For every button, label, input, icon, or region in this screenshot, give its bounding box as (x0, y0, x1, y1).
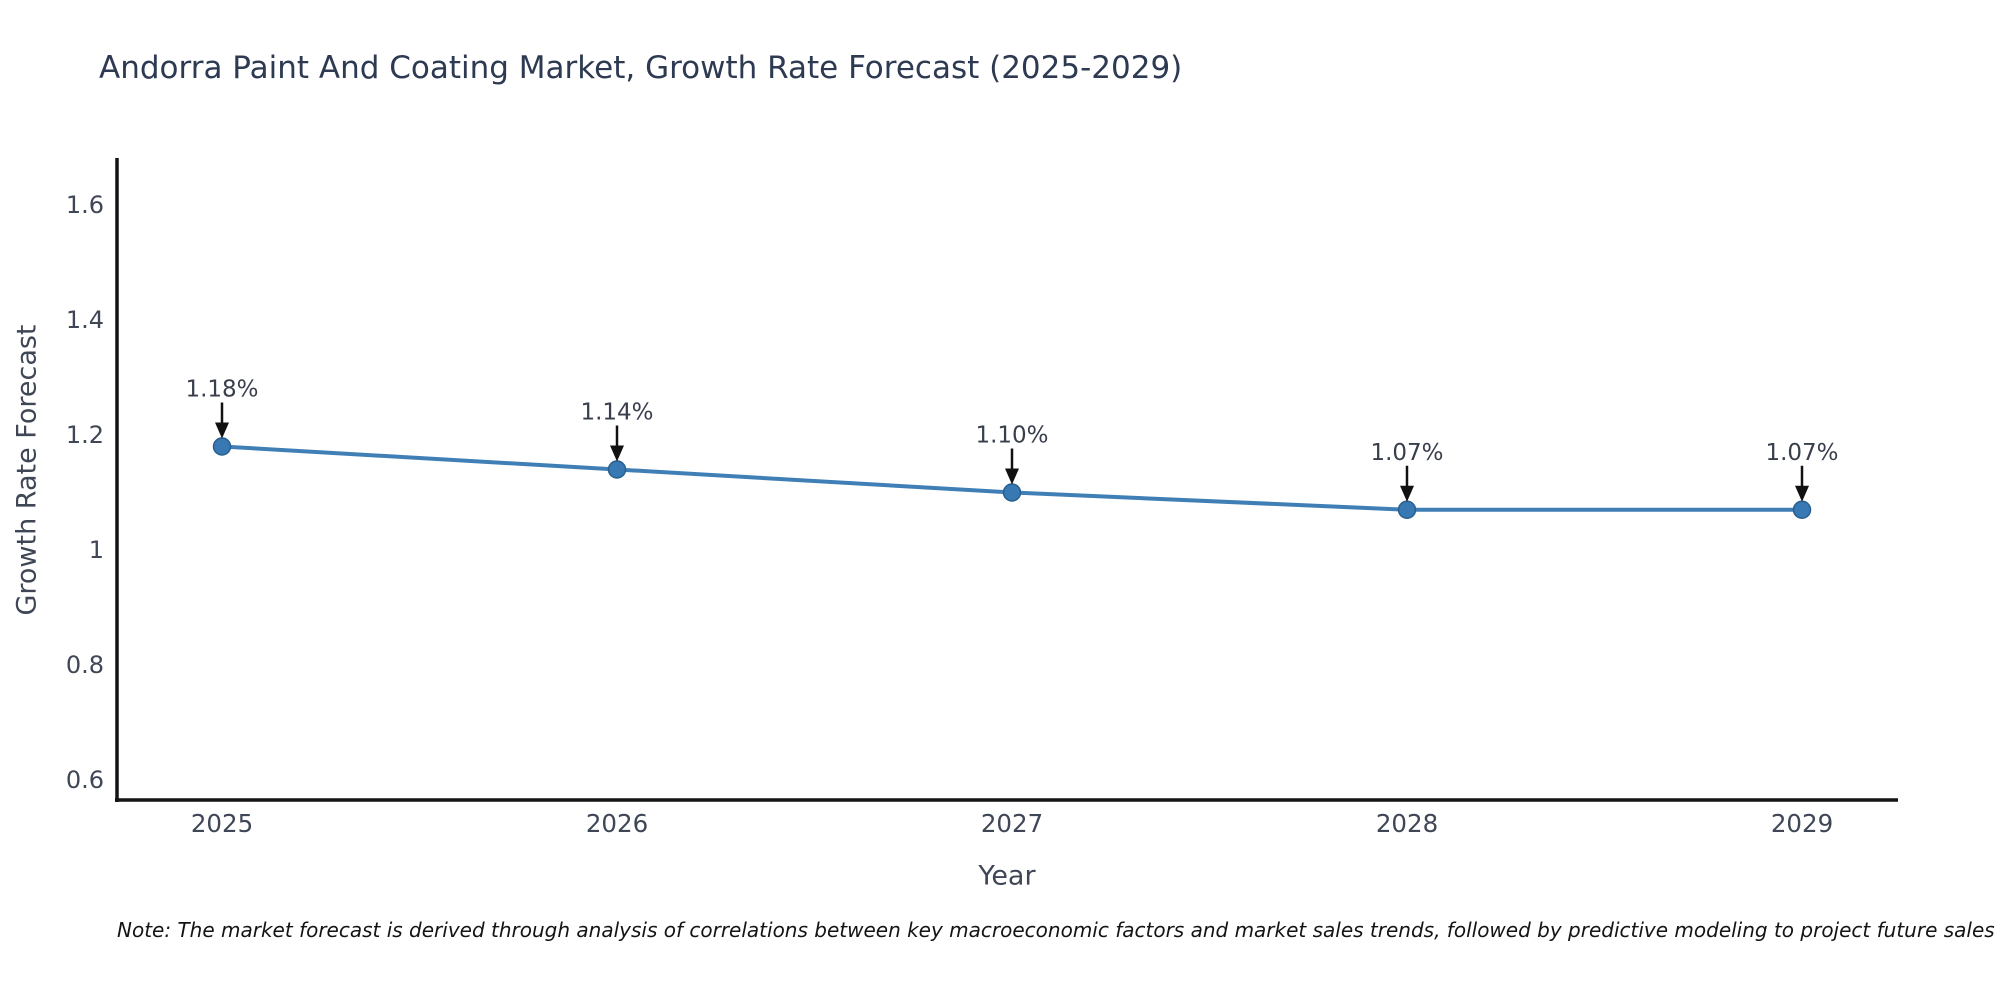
x-tick-label: 2027 (981, 809, 1043, 838)
chart-title: Andorra Paint And Coating Market, Growth… (99, 50, 1183, 86)
data-point-marker (1002, 483, 1022, 502)
data-point-annotation: 1.07% (1370, 440, 1443, 466)
annotation-arrowhead (1005, 468, 1019, 485)
footnote: Note: The market forecast is derived thr… (117, 918, 1995, 942)
x-tick-label: 2025 (191, 809, 253, 838)
y-axis-title: Growth Rate Forecast (11, 324, 43, 616)
data-point-marker (1397, 500, 1417, 519)
annotation-arrowhead (610, 445, 624, 462)
x-tick-label: 2029 (1771, 809, 1833, 838)
x-tick-label: 2028 (1376, 809, 1438, 838)
data-point-annotation: 1.10% (975, 423, 1048, 449)
y-tick-label: 1.2 (66, 421, 104, 449)
y-tick-label: 1.4 (66, 306, 104, 334)
data-point-marker (1792, 500, 1812, 519)
y-tick-label: 0.6 (66, 766, 104, 794)
y-tick-label: 1 (89, 536, 104, 564)
data-point-annotation: 1.18% (185, 377, 258, 403)
y-tick-label: 0.8 (66, 651, 104, 679)
data-point-marker (212, 437, 232, 456)
data-point-annotation: 1.07% (1765, 440, 1838, 466)
data-point-annotation: 1.14% (580, 400, 653, 426)
annotation-arrowhead (215, 422, 229, 439)
annotation-arrowhead (1795, 485, 1809, 502)
data-point-marker (607, 460, 627, 479)
x-tick-label: 2026 (586, 809, 648, 838)
annotation-arrowhead (1400, 485, 1414, 502)
y-tick-label: 1.6 (66, 191, 104, 219)
x-axis-title: Year (978, 860, 1036, 892)
